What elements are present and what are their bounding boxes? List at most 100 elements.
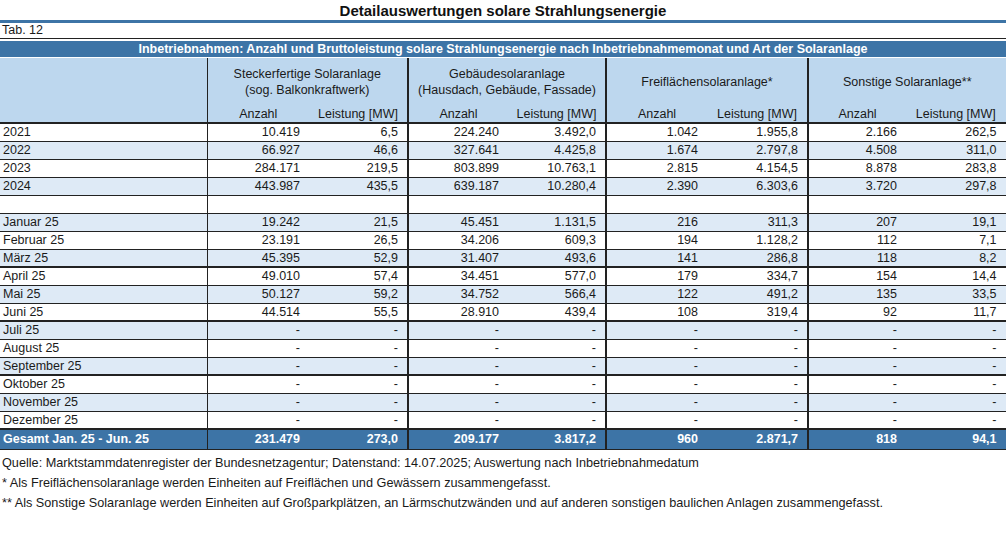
table-banner: Inbetriebnahmen: Anzahl und Bruttoleistu… (0, 41, 1006, 58)
table-cell: 4.154,5 (707, 159, 808, 177)
table-cell: 14,4 (906, 267, 1006, 285)
table-cell: 311,0 (906, 141, 1006, 159)
table-cell: 34.451 (408, 267, 508, 285)
table-cell: 311,3 (707, 213, 808, 231)
table-cell: 319,4 (707, 303, 808, 321)
table-cell: - (408, 339, 508, 357)
table-cell: 286,8 (707, 249, 808, 267)
table-cell: - (707, 393, 808, 411)
row-label: Dezember 25 (0, 411, 207, 429)
row-label (0, 195, 207, 213)
table-cell: 216 (606, 213, 707, 231)
table-cell: 803.899 (408, 159, 508, 177)
table-number-label: Tab. 12 (0, 23, 1006, 38)
table-cell: 639.187 (408, 177, 508, 195)
row-header-column (0, 58, 207, 123)
table-row: Juni 2544.51455,528.910439,4108319,49211… (0, 303, 1006, 321)
table-cell: 1.131,5 (508, 213, 606, 231)
table-cell: 262,5 (906, 123, 1006, 141)
table-row: Oktober 25-------- (0, 375, 1006, 393)
subheader-anzahl: Anzahl (207, 105, 309, 123)
table-cell: 4.425,8 (508, 141, 606, 159)
table-cell: 50.127 (207, 285, 309, 303)
row-label: September 25 (0, 357, 207, 375)
table-cell: 224.240 (408, 123, 508, 141)
row-label: Juli 25 (0, 321, 207, 339)
table-cell: - (906, 411, 1006, 429)
table-cell: - (309, 393, 408, 411)
table-cell: - (309, 321, 408, 339)
table-cell: 28.910 (408, 303, 508, 321)
table-cell: 818 (808, 429, 906, 449)
table-cell: - (207, 411, 309, 429)
table-row: Juli 25-------- (0, 321, 1006, 339)
column-group-header: Gebäudesolaranlage(Hausdach, Gebäude, Fa… (408, 58, 606, 105)
subheader-anzahl: Anzahl (408, 105, 508, 123)
table-cell: 3.720 (808, 177, 906, 195)
table-cell: - (508, 375, 606, 393)
table-cell: - (707, 321, 808, 339)
table-cell: - (906, 393, 1006, 411)
table-cell (606, 195, 707, 213)
table-cell: 118 (808, 249, 906, 267)
table-cell: - (207, 357, 309, 375)
table-cell: 8.878 (808, 159, 906, 177)
table-cell: 135 (808, 285, 906, 303)
row-label: Oktober 25 (0, 375, 207, 393)
table-cell: 44.514 (207, 303, 309, 321)
table-cell: - (309, 357, 408, 375)
column-group-header: Freiflächensolaranlage* (606, 58, 808, 105)
table-cell: 273,0 (309, 429, 408, 449)
row-label: 2022 (0, 141, 207, 159)
row-label: Januar 25 (0, 213, 207, 231)
table-cell: - (207, 393, 309, 411)
spacer-row (0, 195, 1006, 213)
table-cell: - (606, 411, 707, 429)
table-cell: 94,1 (906, 429, 1006, 449)
table-cell: - (207, 339, 309, 357)
table-cell: 66.927 (207, 141, 309, 159)
header-divider (0, 38, 1006, 39)
table-cell: - (707, 339, 808, 357)
table-cell: 491,2 (707, 285, 808, 303)
table-cell: - (309, 375, 408, 393)
table-body: 202110.4196,5224.2403.492,01.0421.955,82… (0, 123, 1006, 449)
table-cell: - (808, 411, 906, 429)
column-group-header: Sonstige Solaranlage** (808, 58, 1006, 105)
table-cell: - (408, 411, 508, 429)
table-cell: - (508, 393, 606, 411)
table-cell (808, 195, 906, 213)
table-row: 2023284.171219,5803.89910.763,12.8154.15… (0, 159, 1006, 177)
table-cell: - (408, 375, 508, 393)
table-cell: 1.955,8 (707, 123, 808, 141)
row-label: Gesamt Jan. 25 - Jun. 25 (0, 429, 207, 449)
table-cell: - (906, 375, 1006, 393)
table-cell: - (309, 339, 408, 357)
table-cell: 10.763,1 (508, 159, 606, 177)
table-cell: 283,8 (906, 159, 1006, 177)
table-cell (906, 195, 1006, 213)
column-group-header: Steckerfertige Solaranlage(sog. Balkonkr… (207, 58, 408, 105)
table-cell: - (606, 321, 707, 339)
table-cell: 3.817,2 (508, 429, 606, 449)
table-row: 2024443.987435,5639.18710.280,42.3906.30… (0, 177, 1006, 195)
table-cell: 34.206 (408, 231, 508, 249)
table-cell: 439,4 (508, 303, 606, 321)
row-label: April 25 (0, 267, 207, 285)
table-cell: 2.815 (606, 159, 707, 177)
table-cell: 23.191 (207, 231, 309, 249)
table-cell: 609,3 (508, 231, 606, 249)
table-cell: - (808, 375, 906, 393)
table-cell: - (408, 321, 508, 339)
table-cell: 19.242 (207, 213, 309, 231)
table-cell: 55,5 (309, 303, 408, 321)
table-cell: 6,5 (309, 123, 408, 141)
table-cell: - (508, 357, 606, 375)
table-cell: 52,9 (309, 249, 408, 267)
table-row: Januar 2519.24221,545.4511.131,5216311,3… (0, 213, 1006, 231)
table-cell: 566,4 (508, 285, 606, 303)
row-label: Februar 25 (0, 231, 207, 249)
table-cell: 19,1 (906, 213, 1006, 231)
table-cell: 10.280,4 (508, 177, 606, 195)
row-label: 2021 (0, 123, 207, 141)
